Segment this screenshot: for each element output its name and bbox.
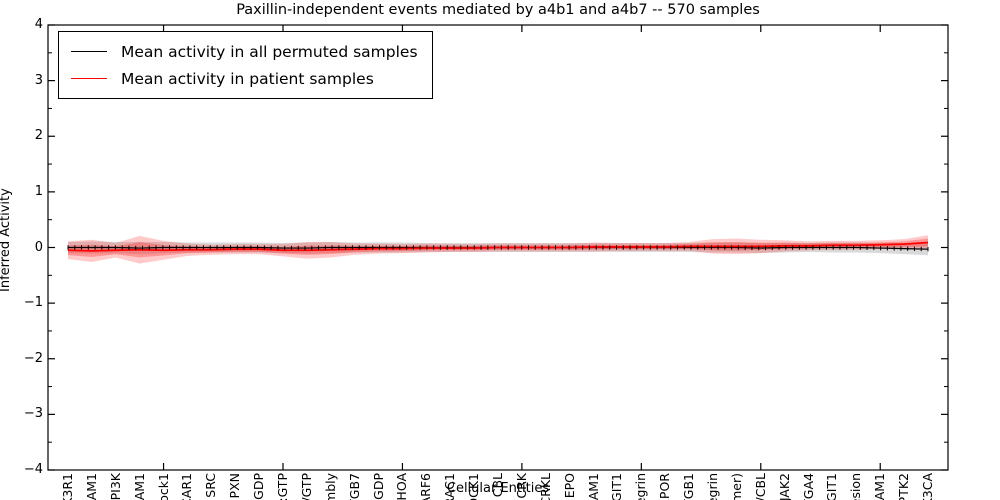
x-tick-label: alpha4/beta7 Integrin/MAdCAM1 [872, 473, 887, 500]
y-tick-label: 2 [34, 128, 43, 144]
x-tick-label: lamellipodium assembly [323, 473, 338, 500]
x-tick-label: RAC1 [442, 473, 458, 500]
x-tick-label: ITGB1 [681, 473, 697, 500]
x-tick-label: mol:GDP [251, 473, 266, 500]
x-tick-label: p130Cas/Crk/Dock1 [156, 473, 171, 500]
y-tick-label: −2 [23, 350, 43, 366]
x-tick-label: SRC [203, 473, 219, 498]
x-tick-label: EPO/EPOR (dimer) [729, 473, 744, 500]
x-tick-label: alpha4/beta1 Integrin/VCAM1 [84, 473, 99, 500]
x-tick-label: ITGB7 [346, 473, 362, 500]
x-tick-label: PTK2 [896, 473, 912, 500]
y-tick-label: −1 [23, 295, 43, 311]
x-tick-label: alpha4/beta1 Integrin [705, 473, 720, 500]
patient-mean-line [67, 241, 929, 252]
x-tick-label: EPOR [657, 473, 673, 500]
x-tick-label: JAK2 [776, 473, 792, 500]
x-tick-label: Rac1/GDP [371, 473, 386, 500]
x-tick-label: MADCAM1 [586, 473, 601, 500]
x-tick-label: cell adhesion [848, 473, 863, 500]
x-tick-label: GIT1 [609, 473, 625, 500]
permuted-line-swatch [71, 51, 107, 52]
y-tick-label: 1 [34, 183, 43, 199]
legend-entry-patient: Mean activity in patient samples [71, 65, 418, 92]
x-tick-label: PIK3R1 [60, 473, 75, 500]
x-tick-label: CRKL/CBL [753, 473, 768, 500]
y-tick-label: −4 [23, 462, 43, 477]
x-tick-label: VCAM1 [131, 473, 147, 500]
x-tick-label: CRK [513, 473, 529, 499]
legend-label-patient: Mean activity in patient samples [121, 69, 374, 88]
y-tick-label: −3 [23, 406, 43, 422]
x-tick-label: mol:GTP [275, 473, 290, 500]
x-tick-label: CBL [490, 473, 505, 498]
patient-std-band [68, 235, 928, 264]
legend-entry-permuted: Mean activity in all permuted samples [71, 38, 418, 65]
x-axis-label: Cellular Entities [446, 481, 550, 496]
legend-label-permuted: Mean activity in all permuted samples [121, 42, 418, 61]
x-tick-label: PI3K [107, 473, 123, 500]
x-tick-label: alpha4/beta1 Integrin/Paxillin/GIT1 [824, 473, 839, 500]
x-tick-label: ARF6 [418, 473, 434, 500]
x-tick-label: PXN [227, 473, 243, 499]
patient-line-swatch [71, 78, 107, 79]
x-tick-label: PIK3CA [920, 473, 935, 500]
x-tick-label: DOCK1 [466, 473, 482, 500]
y-tick-label: 3 [34, 72, 43, 88]
x-tick-label: BCAR1 [179, 473, 195, 500]
x-tick-label: EPO [561, 473, 577, 499]
legend: Mean activity in all permuted samples Me… [58, 31, 433, 99]
y-tick-label: 4 [34, 17, 43, 32]
chart-title: Paxillin-independent events mediated by … [236, 2, 760, 18]
y-tick-label: 0 [34, 239, 43, 255]
x-tick-label: ITGA4 [800, 473, 816, 500]
x-tick-label: RHOA [394, 473, 410, 500]
x-tick-label: Rac1/GTP [299, 473, 314, 500]
x-tick-label: alpha4/beta7 Integrin [633, 473, 648, 500]
x-tick-label: CRKL [537, 473, 553, 500]
